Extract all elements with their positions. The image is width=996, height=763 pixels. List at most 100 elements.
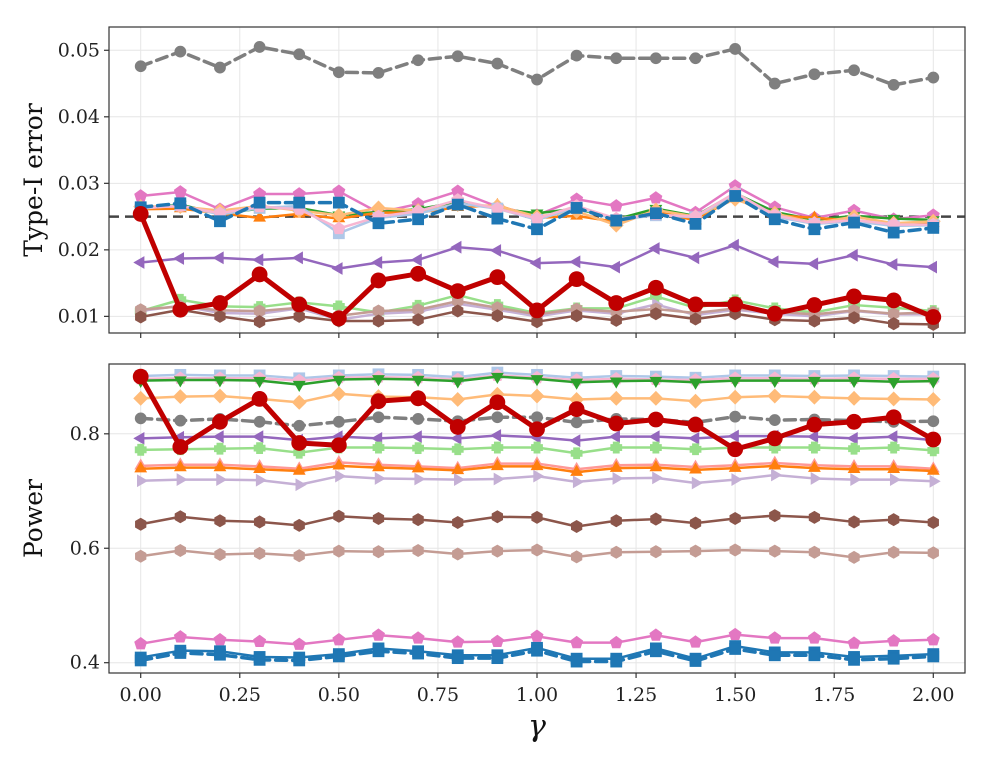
- data-point-purple: [648, 430, 660, 444]
- series-purple: [133, 238, 937, 275]
- data-point-lavender: [691, 476, 703, 490]
- data-point-rosy-brown: [769, 544, 781, 558]
- data-point-green: [332, 375, 346, 387]
- data-point-orange: [728, 460, 742, 472]
- series-blue-dashed: [134, 643, 940, 668]
- data-point-rosy-brown: [848, 550, 860, 564]
- data-point-green: [292, 380, 306, 393]
- data-point-gray-dashed: [610, 52, 623, 65]
- data-point-rosy-brown: [808, 545, 821, 559]
- data-point-orange: [134, 461, 148, 473]
- data-point-dark-red: [529, 421, 545, 438]
- data-point-orange: [847, 461, 861, 473]
- data-point-gray-dashed: [372, 411, 385, 424]
- data-point-pink: [689, 635, 702, 648]
- data-point-pink: [609, 635, 623, 649]
- data-point-blue-dashed: [174, 647, 187, 659]
- data-point-orange: [887, 461, 901, 473]
- data-point-blue-dashed: [491, 212, 504, 225]
- data-point-pink: [134, 636, 148, 650]
- series-dark-red: [132, 368, 942, 458]
- data-point-rosy-brown: [174, 544, 186, 558]
- data-point-blue-dashed: [649, 645, 662, 658]
- data-point-pink: [411, 631, 425, 644]
- data-point-dark-red: [370, 272, 387, 289]
- data-point-orange: [926, 463, 940, 475]
- data-point-blue-dashed: [887, 652, 900, 665]
- data-point-brown: [531, 510, 543, 524]
- data-point-orange: [490, 459, 504, 471]
- data-point-orange: [253, 461, 267, 473]
- data-point-dark-red: [251, 391, 268, 407]
- data-point-pink: [926, 632, 940, 646]
- data-point-brown: [729, 511, 741, 526]
- data-point-pink: [768, 631, 782, 644]
- data-point-light-orange: [688, 393, 703, 409]
- data-point-gray-dashed: [848, 64, 860, 77]
- data-point-pink: [372, 628, 385, 641]
- data-point-green: [926, 377, 940, 389]
- data-point-pink: [807, 631, 821, 644]
- data-point-dark-red: [647, 411, 664, 428]
- data-point-orange: [807, 460, 821, 472]
- data-point-blue-dashed: [372, 217, 385, 230]
- data-point-brown: [848, 515, 860, 529]
- data-point-dark-red: [172, 439, 189, 455]
- data-point-lavender: [255, 473, 267, 487]
- y-tick-label: 0.04: [58, 106, 100, 128]
- data-point-lavender: [612, 472, 624, 485]
- data-point-rosy-brown: [610, 545, 622, 559]
- data-point-brown: [769, 509, 781, 523]
- data-point-brown: [412, 313, 424, 327]
- data-point-light-orange: [291, 394, 307, 410]
- data-point-lavender: [493, 472, 505, 486]
- data-point-light-orange: [172, 389, 188, 405]
- data-point-pink: [649, 191, 663, 204]
- x-tick-label: 1.75: [813, 684, 855, 706]
- data-point-green: [887, 378, 901, 390]
- data-point-green: [372, 375, 385, 387]
- y-tick-label: 0.8: [70, 423, 100, 445]
- data-point-lavender: [335, 469, 347, 483]
- data-point-light-green: [649, 441, 662, 454]
- data-point-dark-red: [132, 206, 149, 222]
- data-point-light-orange: [727, 389, 743, 405]
- data-point-blue-dashed: [610, 655, 623, 668]
- data-point-purple: [212, 251, 224, 265]
- data-point-light-green: [610, 441, 623, 454]
- data-point-blue-dashed: [531, 223, 543, 236]
- data-point-dark-red: [608, 415, 625, 432]
- data-point-gray-dashed: [253, 41, 266, 53]
- data-point-gray-dashed: [451, 50, 464, 63]
- x-tick-label: 2.00: [912, 684, 954, 706]
- data-point-brown: [333, 509, 345, 523]
- data-point-light-orange: [806, 389, 822, 405]
- data-point-pink: [173, 630, 187, 643]
- data-point-purple: [212, 430, 224, 444]
- data-point-green: [490, 372, 504, 384]
- data-point-gray-dashed: [293, 48, 306, 61]
- data-point-blue-dashed: [214, 648, 226, 661]
- data-point-light-orange: [648, 390, 664, 406]
- data-point-brown: [531, 315, 543, 329]
- data-point-orange: [689, 462, 702, 474]
- data-point-blue-dashed: [808, 223, 821, 236]
- data-point-brown: [610, 313, 622, 327]
- data-point-purple: [688, 431, 700, 445]
- data-point-dark-red: [727, 441, 744, 458]
- data-point-blue-dashed: [570, 202, 583, 214]
- data-point-purple: [807, 430, 819, 444]
- data-point-orange: [332, 458, 346, 470]
- data-point-blue-dashed: [451, 652, 464, 665]
- data-point-gray-dashed: [214, 61, 226, 74]
- data-point-lavender: [810, 472, 822, 485]
- data-point-purple: [569, 434, 581, 448]
- data-point-gray-dashed: [412, 54, 425, 67]
- data-point-orange: [649, 460, 663, 472]
- data-point-lavender: [771, 468, 783, 482]
- data-point-light-orange: [529, 388, 545, 404]
- data-point-dark-red: [529, 302, 545, 319]
- data-point-light-green: [134, 443, 147, 456]
- series-brown: [135, 509, 939, 534]
- data-point-brown: [927, 515, 939, 530]
